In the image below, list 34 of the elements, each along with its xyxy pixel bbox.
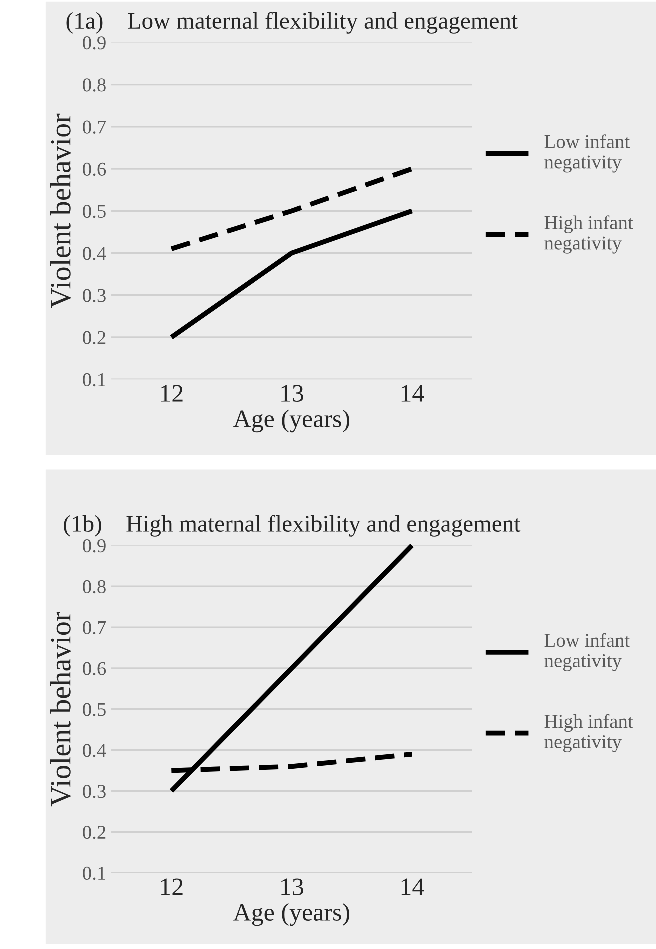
y-tick-label: 0.9 (83, 539, 106, 553)
y-tick-label: 0.4 (83, 247, 106, 260)
y-tick-label: 0.6 (83, 662, 106, 676)
y-tick-label: 0.2 (83, 826, 106, 840)
y-tick-label: 0.6 (83, 162, 106, 176)
x-tick-label: 14 (402, 878, 424, 896)
y-tick-label: 0.1 (83, 866, 106, 880)
legend-label: Low infant negativity (544, 633, 630, 672)
legend-label: High infant negativity (544, 714, 634, 753)
y-tick-label: 0.4 (83, 744, 106, 758)
y-axis-title: Violent behavior (50, 612, 72, 807)
x-tick-label: 13 (282, 385, 304, 402)
x-tick-label: 13 (282, 878, 304, 896)
x-axis-title: Age (years) (234, 410, 350, 433)
x-axis-title: Age (years) (234, 903, 350, 926)
legend-label: High infant negativity (544, 216, 634, 254)
y-tick-label: 0.1 (83, 373, 106, 387)
chart-title: (1b) High maternal flexibility and engagement (64, 515, 521, 537)
y-tick-label: 0.3 (83, 289, 106, 302)
y-tick-label: 0.5 (83, 204, 106, 218)
y-tick-label: 0.9 (83, 36, 106, 50)
legend-label: Low infant negativity (544, 134, 630, 173)
chart-title: (1a) Low maternal flexibility and engagement (66, 12, 518, 34)
y-tick-label: 0.3 (83, 785, 106, 798)
y-tick-label: 0.5 (83, 703, 106, 716)
x-tick-label: 12 (161, 878, 183, 896)
y-tick-label: 0.8 (83, 580, 106, 594)
y-axis-title: Violent behavior (50, 114, 72, 308)
y-tick-label: 0.8 (83, 78, 106, 92)
y-tick-label: 0.7 (83, 120, 106, 134)
y-tick-label: 0.7 (83, 621, 106, 635)
x-tick-label: 14 (402, 385, 424, 402)
x-tick-label: 12 (161, 385, 183, 402)
y-tick-label: 0.2 (83, 331, 106, 345)
